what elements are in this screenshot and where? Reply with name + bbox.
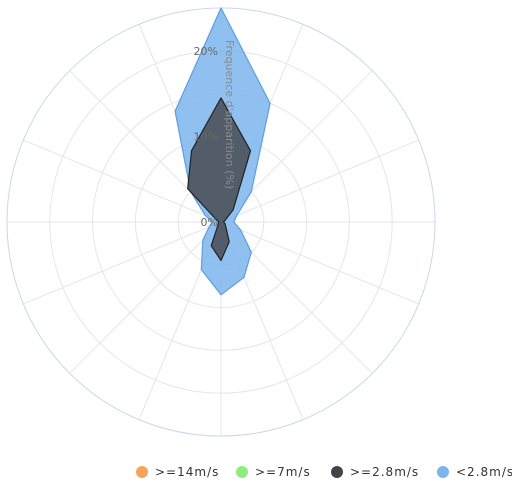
- legend-item[interactable]: >=7m/s: [236, 465, 311, 479]
- series-layer: [174, 7, 271, 296]
- grid-spoke-5: [220, 221, 419, 305]
- legend-label: >=7m/s: [255, 465, 311, 479]
- legend-label: >=14m/s: [155, 465, 219, 479]
- y-axis-ticks: 0% 10% 20%: [194, 45, 218, 229]
- series-area-2.8m-s[interactable]: [187, 97, 252, 262]
- legend[interactable]: >=14m/s >=7m/s >=2.8m/s <2.8m/s: [136, 465, 512, 479]
- grid-spoke-3: [220, 139, 419, 223]
- grid-spoke-10: [69, 221, 222, 374]
- legend-item[interactable]: >=2.8m/s: [331, 465, 419, 479]
- legend-item[interactable]: <2.8m/s: [437, 465, 512, 479]
- y-tick-label: 10%: [194, 130, 218, 143]
- legend-label: >=2.8m/s: [350, 465, 419, 479]
- grid-spoke-13: [23, 139, 222, 223]
- legend-item[interactable]: >=14m/s: [136, 465, 219, 479]
- y-tick-label: 20%: [194, 45, 218, 58]
- legend-marker: [331, 466, 343, 478]
- grid-spoke-11: [23, 221, 222, 305]
- legend-marker: [136, 466, 148, 478]
- legend-marker: [437, 466, 449, 478]
- legend-marker: [236, 466, 248, 478]
- y-tick-label: 0%: [201, 216, 218, 229]
- legend-label: <2.8m/s: [456, 465, 512, 479]
- y-axis-title: Frequence d'apparition (%): [223, 40, 236, 189]
